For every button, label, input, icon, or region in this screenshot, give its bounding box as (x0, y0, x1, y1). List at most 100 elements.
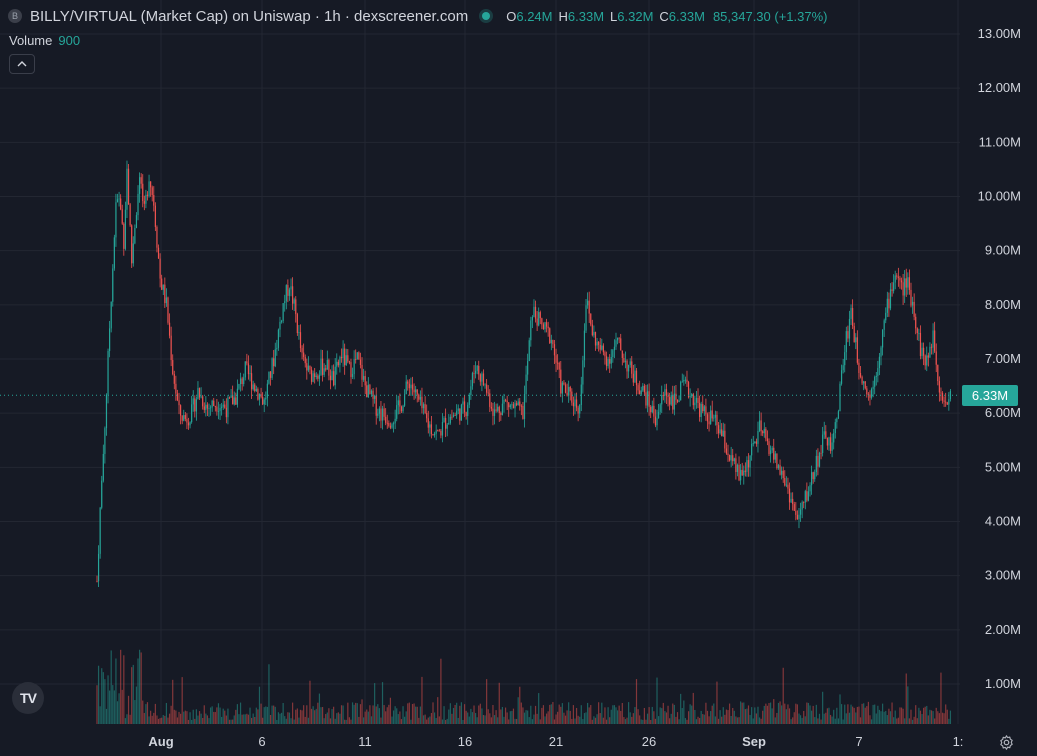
candle-body (877, 368, 879, 376)
candle-body (651, 405, 653, 413)
volume-bar (861, 703, 863, 724)
time-axis[interactable]: Aug 6 11 16 21 26 Sep 7 1: (148, 734, 963, 749)
volume-bar (758, 717, 761, 724)
candle-body (134, 227, 136, 244)
candle-body (380, 408, 382, 421)
candle-body (853, 326, 855, 343)
volume-bar (378, 708, 380, 724)
candle-body (676, 399, 679, 402)
candle-body (317, 375, 319, 379)
candle-body (687, 381, 690, 398)
candle-body (244, 361, 246, 378)
candle-body (359, 359, 362, 366)
candle-body (640, 390, 642, 395)
volume-bar (96, 685, 98, 724)
candle-body (262, 396, 264, 405)
candle-body (549, 328, 551, 344)
volume-bar (484, 715, 486, 724)
volume-bar (728, 703, 731, 724)
candle-body (664, 389, 666, 396)
y-tick-label: 7.00M (985, 351, 1021, 366)
candle-body (637, 385, 639, 391)
candle-body (374, 395, 376, 399)
candle-body (392, 423, 395, 425)
x-tick-label: Sep (742, 734, 766, 749)
candle-body (107, 350, 109, 395)
volume-bar (684, 718, 687, 724)
volume-bar (159, 718, 161, 724)
volume-bar (664, 711, 666, 724)
volume-bar (659, 707, 661, 724)
candle-body (478, 365, 480, 375)
volume-bar (107, 675, 109, 724)
candle-body (831, 442, 833, 451)
candle-body (689, 396, 691, 398)
volume-bar (375, 706, 377, 724)
volume-bar (271, 705, 273, 724)
volume-bar (340, 705, 343, 724)
candle-body (899, 277, 901, 281)
volume-bar (736, 717, 739, 724)
price-axis[interactable]: 13.00M 12.00M 11.00M 10.00M 9.00M 8.00M 7.00M 6… (978, 26, 1021, 691)
volume-bar (749, 714, 751, 724)
candle-body (247, 363, 250, 375)
volume-bar (456, 702, 458, 724)
volume-bar (522, 707, 524, 724)
volume-bar (934, 718, 936, 724)
candle-body (699, 402, 701, 417)
volume-bar (536, 713, 538, 724)
volume-bar (489, 713, 491, 724)
volume-bar (615, 707, 617, 724)
candle-body (96, 581, 98, 582)
candle-body (765, 428, 767, 439)
candle-body (432, 434, 434, 436)
collapse-legend-button[interactable] (9, 54, 35, 74)
candle-body (178, 400, 180, 406)
candle-body (495, 409, 497, 411)
candle-body (427, 418, 429, 428)
candle-body (221, 406, 223, 408)
candle-body (280, 320, 283, 322)
candle-body (200, 396, 202, 398)
candle-body (405, 381, 407, 395)
candle-body (268, 371, 270, 384)
volume-bar (747, 705, 750, 724)
candle-body (833, 433, 835, 443)
volume-bar (285, 718, 287, 724)
volume-bar (798, 713, 800, 724)
candle-body (260, 394, 262, 397)
candle-body (825, 431, 827, 438)
candle-body (708, 421, 710, 425)
volume-bar (138, 649, 141, 724)
volume-bar (424, 714, 426, 724)
gear-icon[interactable] (996, 732, 1016, 752)
candle-body (366, 385, 368, 398)
candle-body (891, 289, 893, 292)
candle-body (456, 410, 458, 416)
volume-bar (397, 714, 399, 724)
candle-body (856, 337, 858, 363)
volume-bar (326, 712, 328, 724)
candle-body (162, 284, 164, 290)
candle-body (818, 452, 821, 467)
volume-bar (893, 717, 895, 724)
volume-bar (388, 704, 390, 724)
volume-bar (839, 694, 841, 724)
candle-body (123, 223, 125, 249)
candle-body (337, 361, 339, 366)
candle-body (724, 430, 726, 449)
volume-bar (823, 713, 825, 724)
volume-bar (230, 719, 232, 724)
volume-bar (227, 708, 229, 724)
volume-bar (145, 704, 147, 724)
candle-body (326, 359, 328, 370)
volume-bar (280, 712, 283, 724)
candle-body (468, 394, 470, 405)
volume-bar (135, 686, 138, 724)
candle-body (839, 383, 841, 412)
volume-bar (411, 704, 414, 724)
volume-bar (544, 716, 546, 724)
tradingview-logo[interactable]: TV (12, 682, 44, 714)
candle-body (885, 312, 887, 321)
